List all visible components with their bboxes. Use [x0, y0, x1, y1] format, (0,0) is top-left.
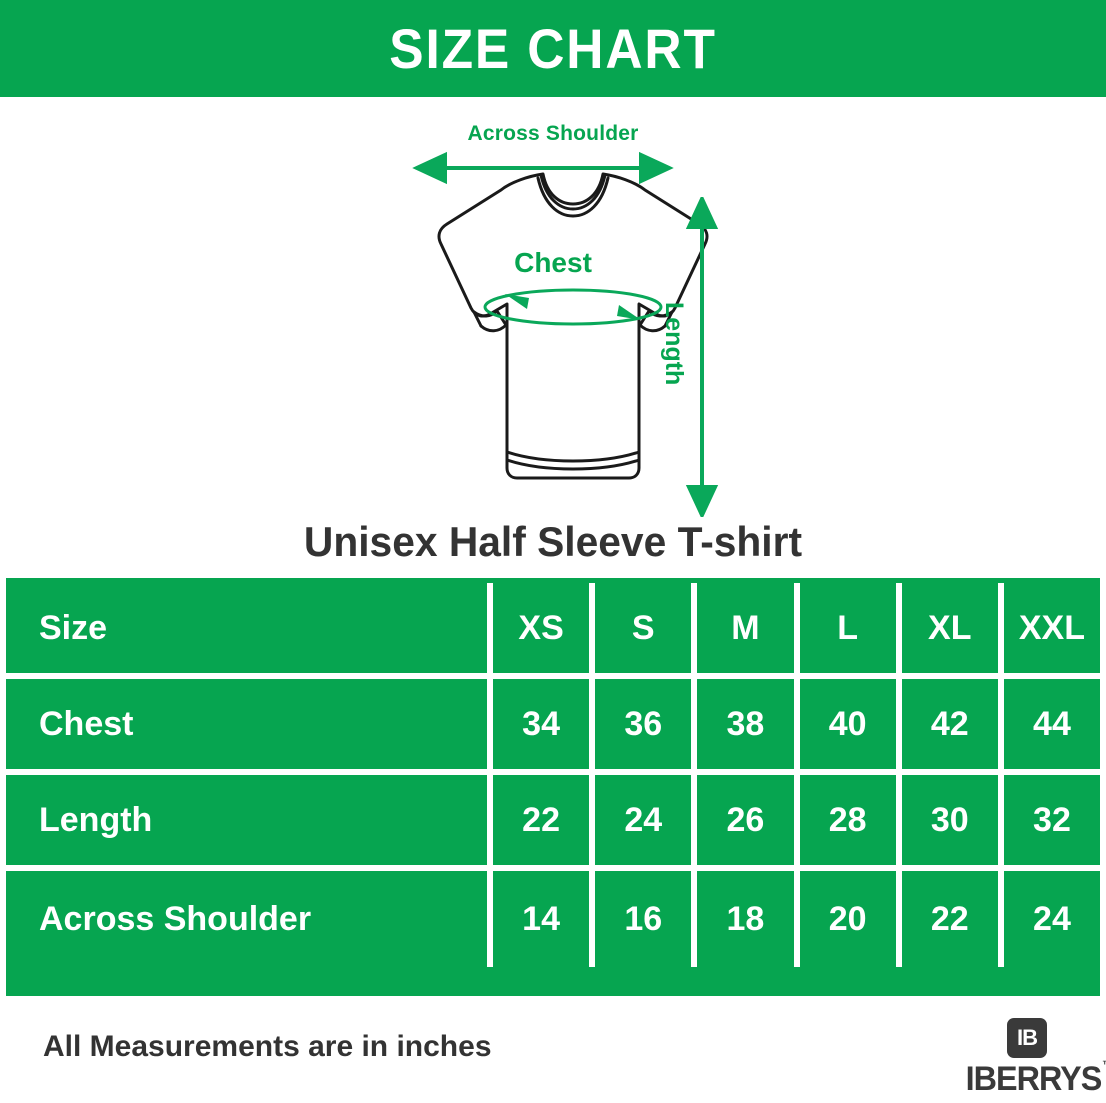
page-title: SIZE CHART: [389, 16, 717, 80]
length-label: Length: [660, 302, 688, 386]
cell-chest-xs: 34: [493, 679, 596, 769]
table-row: Length 22 24 26 28 30 32: [6, 775, 1100, 871]
cell-chest-s: 36: [595, 679, 698, 769]
cell-length-xs: 22: [493, 775, 596, 865]
trademark-icon: ™: [1102, 1058, 1106, 1072]
column-header-xxl: XXL: [1018, 608, 1085, 647]
cell-chest-m: 38: [697, 679, 800, 769]
measurements-note: All Measurements are in inches: [43, 1030, 492, 1063]
cell-length-l: 28: [800, 775, 902, 865]
table-row: Across Shoulder 14 16 18 20 22 24: [6, 871, 1100, 967]
tshirt-illustration: Across Shoulder: [0, 97, 1106, 517]
across-shoulder-arrow: [412, 151, 674, 185]
column-header-xl: XL: [902, 583, 1004, 673]
across-shoulder-label: Across Shoulder: [467, 122, 639, 145]
cell-length-s: 24: [595, 775, 698, 865]
table-row: Chest 34 36 38 40 42 44: [6, 679, 1100, 775]
cell-chest-xxl: 44: [1033, 704, 1071, 743]
chest-label: Chest: [514, 247, 592, 278]
iberrys-logo: IB IBERRYS ™: [962, 1018, 1106, 1099]
cell-chest-xl: 42: [902, 679, 1004, 769]
column-header-xs: XS: [493, 583, 596, 673]
row-label-chest: Chest: [6, 679, 493, 769]
size-table: Size XS S M L XL XXL Chest 34 36 38 40 4…: [6, 578, 1100, 996]
cell-chest-l: 40: [800, 679, 902, 769]
product-title: Unisex Half Sleeve T-shirt: [303, 518, 803, 565]
chest-measure-ellipse: [483, 288, 663, 326]
logo-wordmark: IBERRYS ™: [965, 1058, 1106, 1099]
cell-shoulder-l: 20: [800, 871, 902, 967]
cell-shoulder-xs: 14: [493, 871, 596, 967]
cell-shoulder-xxl: 24: [1033, 899, 1071, 938]
length-measure-arrow: [685, 197, 719, 517]
logo-mark-icon: IB: [1007, 1018, 1047, 1058]
cell-shoulder-xl: 22: [902, 871, 1004, 967]
tshirt-outline-icon: [412, 151, 709, 480]
header-band: SIZE CHART: [0, 0, 1106, 97]
column-header-m: M: [697, 583, 800, 673]
table-header-size-label: Size: [6, 583, 493, 673]
row-label-length: Length: [6, 775, 493, 865]
cell-length-xl: 30: [902, 775, 1004, 865]
row-label-across-shoulder: Across Shoulder: [6, 871, 493, 967]
table-header-row: Size XS S M L XL XXL: [6, 583, 1100, 679]
cell-length-xxl: 32: [1033, 800, 1071, 839]
cell-length-m: 26: [697, 775, 800, 865]
cell-shoulder-m: 18: [697, 871, 800, 967]
cell-shoulder-s: 16: [595, 871, 698, 967]
column-header-s: S: [595, 583, 698, 673]
column-header-l: L: [800, 583, 902, 673]
logo-wordmark-text: IBERRYS: [965, 1060, 1103, 1098]
